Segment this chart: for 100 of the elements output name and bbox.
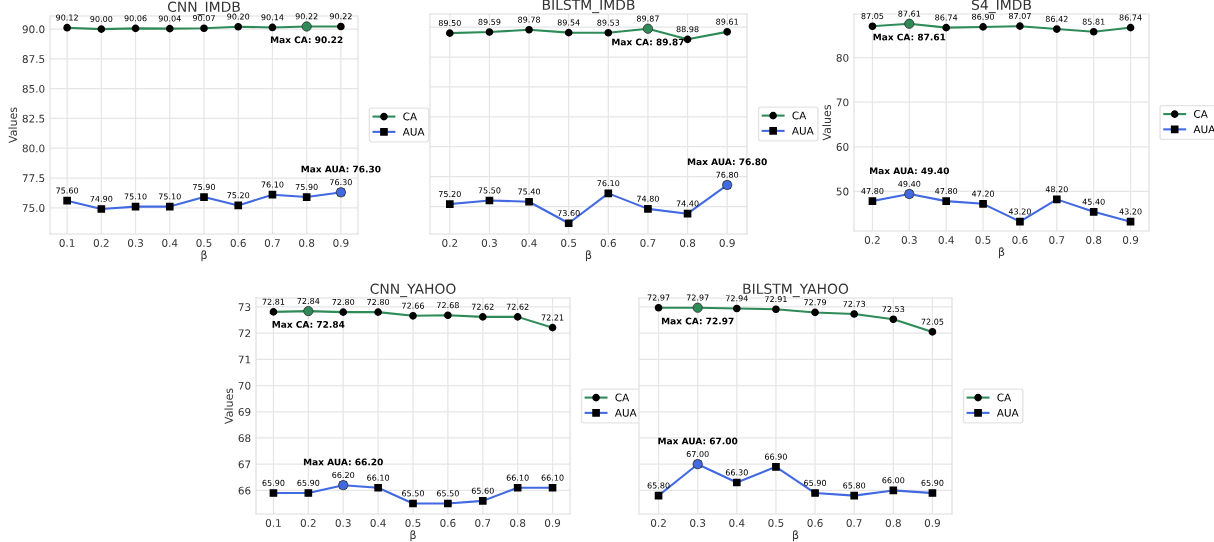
data-label: 66.10 (367, 474, 390, 481)
annotation: Max AUA: 76.80 (687, 158, 767, 166)
data-label: 86.74 (1119, 14, 1142, 21)
data-label: 66.10 (506, 474, 529, 481)
data-label: 72.73 (843, 300, 866, 307)
data-label: 90.04 (158, 15, 181, 22)
data-label: 72.94 (725, 295, 748, 302)
data-label: 65.50 (436, 490, 459, 497)
annotation: Max CA: 87.61 (873, 33, 946, 41)
legend-label: CA (792, 111, 807, 120)
data-label: 76.80 (716, 171, 739, 178)
legend-label: CA (1194, 110, 1208, 118)
y-axis-title: Values (822, 104, 831, 141)
x-tick-label: 0.3 (901, 236, 917, 244)
x-tick-label: 0.4 (729, 519, 745, 527)
x-tick-label: 0.4 (521, 239, 537, 247)
x-tick-label: 0.6 (600, 239, 616, 247)
data-label: 72.91 (765, 296, 787, 303)
x-tick-label: 0.4 (370, 519, 386, 527)
x-tick-label: 0.1 (59, 239, 75, 247)
data-label: 75.10 (158, 193, 181, 200)
data-label: 72.05 (921, 318, 944, 325)
y-tick-label: 69 (238, 407, 251, 416)
data-label: 72.81 (262, 298, 285, 305)
x-tick-label: 0.6 (440, 519, 456, 527)
y-tick-label: 70 (238, 381, 251, 390)
x-tick-label: 0.2 (864, 236, 880, 244)
data-label: 43.20 (1119, 208, 1142, 215)
data-label: 90.07 (192, 15, 215, 22)
data-label: 49.40 (898, 180, 921, 187)
legend-label: AUA (791, 126, 814, 135)
x-tick-label: 0.2 (93, 239, 109, 247)
annotation: Max CA: 89.87 (612, 38, 684, 46)
data-label: 65.90 (921, 479, 944, 486)
data-label: 89.54 (557, 19, 580, 26)
y-tick-label: 60 (836, 143, 849, 151)
data-label: 66.30 (725, 469, 748, 476)
data-label: 74.80 (637, 195, 659, 202)
chart-title: CNN_YAHOO (370, 283, 456, 298)
y-tick-label: 66 (238, 486, 251, 495)
data-label: 86.90 (972, 13, 995, 20)
data-label: 75.20 (438, 190, 461, 197)
data-label: 90.22 (295, 13, 318, 20)
y-tick-label: 71 (238, 355, 251, 364)
x-axis-title: β (793, 530, 799, 542)
annotation: Max CA: 90.22 (270, 36, 343, 44)
annotation: Max CA: 72.97 (661, 317, 734, 325)
data-label: 43.20 (1008, 208, 1031, 215)
data-label: 75.90 (295, 183, 318, 190)
x-tick-label: 0.8 (299, 239, 315, 247)
data-label: 89.50 (438, 19, 461, 27)
x-tick-label: 0.8 (510, 519, 526, 527)
data-label: 89.78 (518, 16, 541, 23)
y-tick-label: 85.0 (22, 84, 45, 93)
data-label: 85.81 (1082, 18, 1105, 25)
data-label: 65.90 (262, 479, 285, 486)
x-tick-label: 0.9 (544, 519, 561, 527)
x-tick-label: 0.6 (807, 519, 823, 527)
x-axis-title: β (201, 250, 207, 262)
y-tick-label: 72 (238, 329, 251, 338)
x-tick-label: 0.9 (333, 239, 349, 247)
y-tick-label: 67 (238, 460, 251, 469)
data-label: 90.20 (227, 13, 250, 20)
y-tick-label: 70 (836, 98, 849, 107)
y-tick-label: 68 (238, 434, 251, 443)
legend-label: CA (615, 393, 630, 402)
data-label: 72.97 (647, 294, 670, 301)
data-label: 65.50 (402, 490, 424, 497)
y-tick-label: 90.0 (22, 25, 45, 34)
data-label: 75.40 (518, 188, 541, 195)
x-tick-label: 0.6 (1012, 236, 1028, 244)
x-tick-label: 0.1 (265, 519, 281, 527)
y-tick-label: 73 (238, 303, 251, 312)
x-tick-label: 0.3 (335, 519, 351, 527)
y-tick-label: 80.0 (22, 144, 45, 153)
data-label: 89.59 (478, 18, 501, 25)
y-tick-label: 77.5 (22, 174, 45, 183)
x-tick-label: 0.4 (162, 239, 178, 247)
data-label: 89.87 (636, 15, 659, 22)
y-tick-label: 80 (836, 53, 849, 62)
data-label: 86.42 (1045, 15, 1068, 22)
x-tick-label: 0.7 (640, 239, 656, 247)
chart-title: BILSTM_YAHOO (743, 283, 849, 298)
data-label: 65.80 (647, 482, 670, 489)
data-label: 88.98 (676, 26, 699, 33)
data-label: 89.53 (597, 19, 620, 26)
annotation: Max CA: 72.84 (272, 320, 345, 328)
x-tick-label: 0.8 (679, 239, 696, 247)
data-label: 72.97 (686, 294, 709, 301)
annotation: Max AUA: 49.40 (870, 167, 950, 175)
data-label: 47.80 (861, 187, 884, 195)
data-label: 75.60 (56, 187, 79, 194)
data-label: 76.10 (261, 181, 284, 188)
data-label: 66.10 (541, 474, 564, 481)
y-axis-title: Values (224, 388, 233, 425)
x-axis-title: β (586, 250, 592, 262)
data-label: 75.10 (124, 193, 147, 200)
data-label: 76.30 (330, 179, 352, 186)
chart-title: CNN_IMDB (167, 1, 240, 16)
x-tick-label: 0.3 (481, 239, 497, 247)
